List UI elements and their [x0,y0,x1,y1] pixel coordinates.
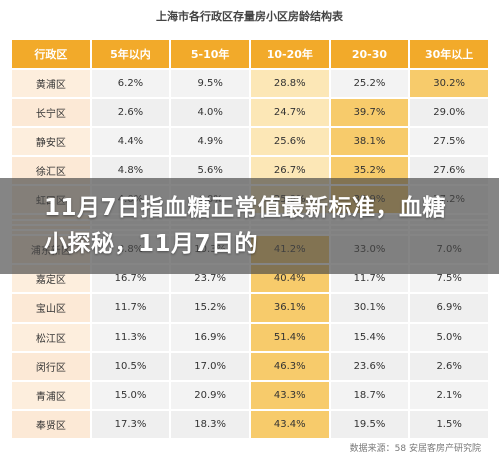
value-cell: 6.9% [410,294,488,322]
value-cell: 4.0% [171,99,249,127]
value-cell: 25.6% [250,128,329,156]
value-cell: 15.0% [91,381,170,409]
value-cell: 15.2% [171,294,249,322]
value-cell: 4.4% [91,128,170,156]
value-cell: 11.3% [91,323,170,351]
value-cell: 43.3% [250,381,329,409]
district-cell: 宝山区 [12,294,90,322]
value-cell: 20.9% [171,381,249,409]
value-cell: 29.0% [410,99,488,127]
table-header-row: 行政区 5年以内 5-10年 10-20年 20-30 30年以上 [12,40,488,68]
value-cell: 36.1% [250,294,329,322]
value-cell: 51.4% [250,323,329,351]
district-cell: 静安区 [12,128,90,156]
value-cell: 4.9% [171,128,249,156]
value-cell: 30.1% [330,294,409,322]
district-cell: 黄浦区 [12,70,90,98]
value-cell: 11.7% [91,294,170,322]
district-cell: 长宁区 [12,99,90,127]
value-cell: 2.6% [410,352,488,380]
header-10-20: 10-20年 [250,40,329,68]
value-cell: 24.7% [250,99,329,127]
value-cell: 28.8% [250,70,329,98]
value-cell: 25.2% [330,70,409,98]
district-cell: 闵行区 [12,352,90,380]
value-cell: 19.5% [330,410,409,438]
header-over-30: 30年以上 [410,40,488,68]
table-title: 上海市各行政区存量房小区房龄结构表 [156,10,343,23]
value-cell: 2.1% [410,381,488,409]
district-cell: 松江区 [12,323,90,351]
table-row: 青浦区 15.0% 20.9% 43.3% 18.7% 2.1% [12,381,488,409]
value-cell: 27.5% [410,128,488,156]
value-cell: 38.1% [330,128,409,156]
data-source: 数据来源：58 安居客房产研究院 [349,444,481,454]
value-cell: 6.2% [91,70,170,98]
header-within-5: 5年以内 [91,40,170,68]
district-cell: 奉贤区 [12,410,90,438]
table-row: 奉贤区 17.3% 18.3% 43.4% 19.5% 1.5% [12,410,488,438]
header-district: 行政区 [12,40,90,68]
value-cell: 16.9% [171,323,249,351]
value-cell: 15.4% [330,323,409,351]
value-cell: 9.5% [171,70,249,98]
value-cell: 18.3% [171,410,249,438]
value-cell: 43.4% [250,410,329,438]
value-cell: 46.3% [250,352,329,380]
value-cell: 2.6% [91,99,170,127]
value-cell: 1.5% [410,410,488,438]
value-cell: 5.0% [410,323,488,351]
district-cell: 青浦区 [12,381,90,409]
table-row: 闵行区 10.5% 17.0% 46.3% 23.6% 2.6% [12,352,488,380]
value-cell: 17.0% [171,352,249,380]
header-5-10: 5-10年 [171,40,249,68]
value-cell: 23.6% [330,352,409,380]
table-row: 静安区 4.4% 4.9% 25.6% 38.1% 27.5% [12,128,488,156]
value-cell: 10.5% [91,352,170,380]
value-cell: 30.2% [410,70,488,98]
table-row: 松江区 11.3% 16.9% 51.4% 15.4% 5.0% [12,323,488,351]
header-20-30: 20-30 [330,40,409,68]
value-cell: 18.7% [330,381,409,409]
table-row: 宝山区 11.7% 15.2% 36.1% 30.1% 6.9% [12,294,488,322]
value-cell: 17.3% [91,410,170,438]
title-overlay-banner [0,178,499,274]
overlay-title: 11月7日指血糖正常值最新标准，血糖小探秘，11月7日的 [44,195,447,257]
value-cell: 39.7% [330,99,409,127]
table-row: 长宁区 2.6% 4.0% 24.7% 39.7% 29.0% [12,99,488,127]
table-row: 黄浦区 6.2% 9.5% 28.8% 25.2% 30.2% [12,70,488,98]
